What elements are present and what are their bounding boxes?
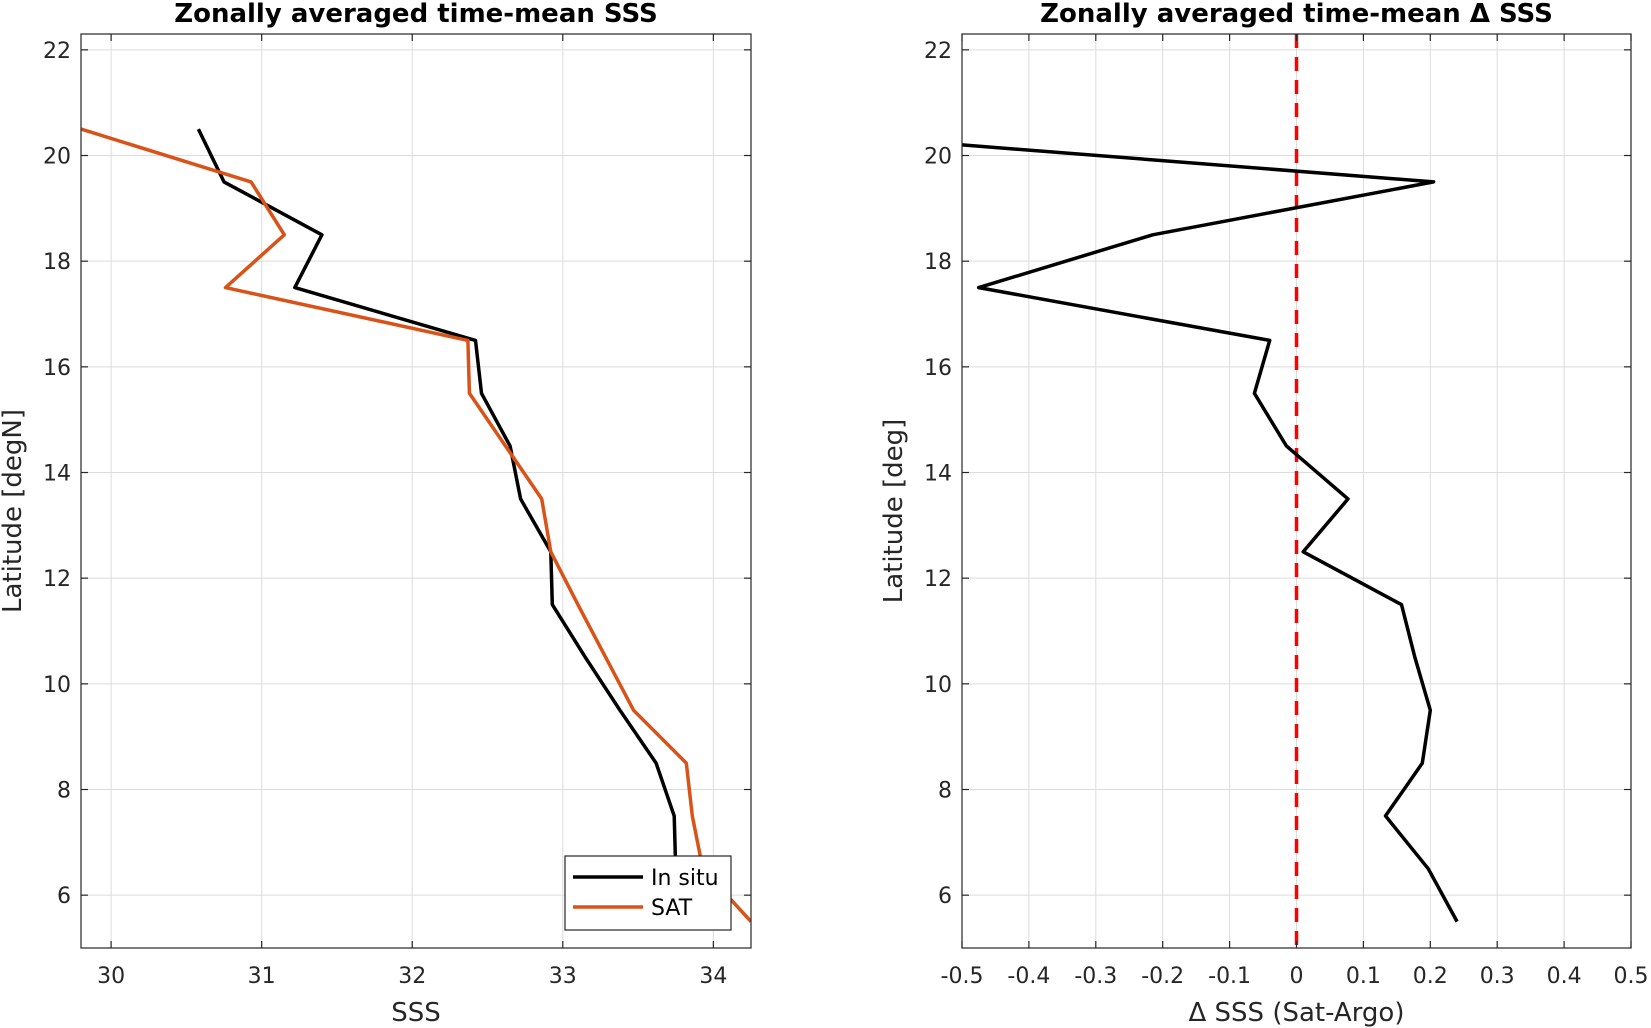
legend-box — [564, 855, 732, 931]
x-tick-label: 33 — [549, 964, 577, 989]
x-tick-label: 0 — [1290, 964, 1304, 989]
axes-box — [80, 33, 752, 949]
x-tick-label: -0.4 — [1007, 964, 1050, 989]
x-tick-label: -0.1 — [1208, 964, 1251, 989]
y-tick-label: 22 — [43, 39, 71, 64]
x-tick-label: 32 — [398, 964, 426, 989]
x-axis-label: Δ SSS (Sat-Argo) — [1189, 998, 1405, 1028]
y-axis-label: Latitude [degN] — [0, 409, 28, 613]
y-tick-label: 22 — [924, 39, 952, 64]
y-tick-label: 14 — [924, 462, 952, 487]
x-tick-label: -0.2 — [1141, 964, 1184, 989]
x-tick-label: -0.5 — [941, 964, 984, 989]
x-tick-label: 0.5 — [1614, 964, 1649, 989]
data-layer — [81, 127, 751, 923]
chart-title: Zonally averaged time-mean SSS — [174, 0, 658, 29]
y-tick-label: 16 — [924, 356, 952, 381]
y-tick-label: 16 — [43, 356, 71, 381]
y-tick-label: 8 — [938, 779, 952, 804]
y-tick-label: 12 — [43, 567, 71, 592]
x-tick-label: 0.4 — [1547, 964, 1582, 989]
x-tick-label: 31 — [248, 964, 276, 989]
legend: In situ SAT — [564, 855, 732, 931]
data-layer — [962, 34, 1459, 948]
x-tick-label: 34 — [699, 964, 727, 989]
plot-area — [81, 34, 751, 948]
y-tick-label: 18 — [43, 250, 71, 275]
chart-1: 30 31 32 33 34 6 8 10 12 14 16 18 20 22 Zonally averag… — [0, 0, 752, 1028]
series-line-delta-sss — [962, 143, 1459, 923]
x-tick-label: 30 — [97, 964, 125, 989]
legend-label: In situ — [651, 866, 719, 891]
y-tick-label: 10 — [924, 673, 952, 698]
x-tick-label: 0.2 — [1413, 964, 1448, 989]
chart-2: -0.5 -0.4 -0.3 -0.2 -0.1 0 0.1 0.2 0.3 0.4 0.5 6 8 10… — [879, 0, 1649, 1028]
y-axis-label: Latitude [deg] — [879, 419, 909, 604]
y-tick-label: 6 — [57, 884, 71, 909]
y-tick-label: 12 — [924, 567, 952, 592]
series-line-sat — [81, 127, 751, 923]
y-tick-label: 10 — [43, 673, 71, 698]
y-tick-label: 20 — [43, 145, 71, 170]
y-tick-label: 14 — [43, 462, 71, 487]
y-tick-label: 6 — [938, 884, 952, 909]
y-tick-label: 18 — [924, 250, 952, 275]
x-axis-label: SSS — [391, 998, 441, 1028]
y-tick-label: 8 — [57, 779, 71, 804]
legend-label: SAT — [651, 896, 693, 921]
y-tick-label: 20 — [924, 145, 952, 170]
series-line-in-situ — [196, 128, 678, 869]
grid — [81, 34, 751, 948]
x-tick-label: -0.3 — [1074, 964, 1117, 989]
x-tick-label: 0.3 — [1480, 964, 1515, 989]
x-tick-label: 0.1 — [1346, 964, 1381, 989]
chart-title: Zonally averaged time-mean Δ SSS — [1040, 0, 1553, 29]
